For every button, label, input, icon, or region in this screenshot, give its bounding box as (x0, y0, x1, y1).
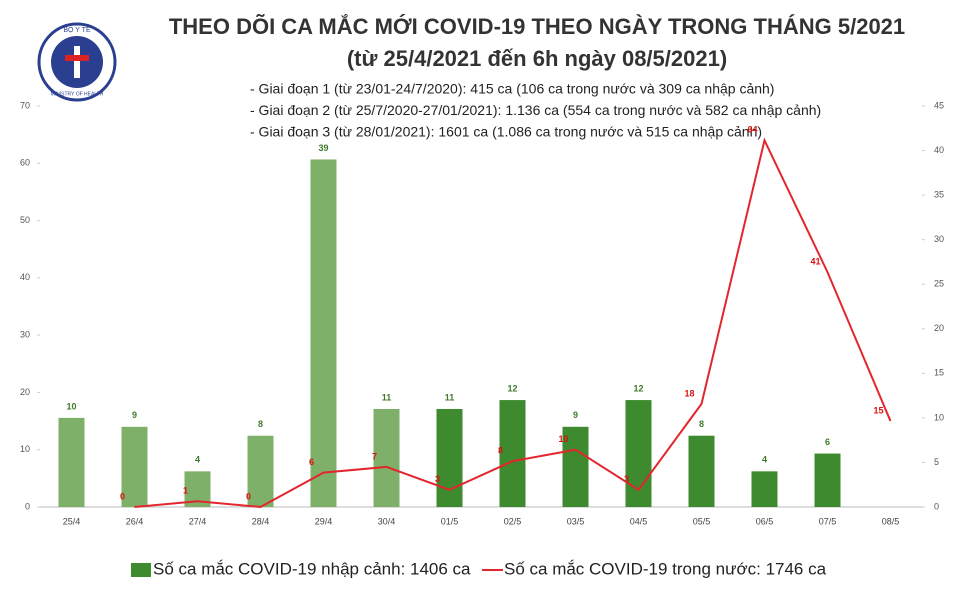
line-label: 18 (684, 388, 694, 398)
y-tick-label: 70 (20, 100, 30, 110)
legend-swatch (131, 563, 151, 577)
y-tick-label: 10 (20, 444, 30, 454)
y2-tick-label: 10 (934, 412, 944, 422)
y-tick-label: 0 (25, 501, 30, 511)
x-tick-label: 28/4 (252, 516, 270, 526)
x-tick-label: 30/4 (378, 516, 396, 526)
x-tick-label: 07/5 (819, 516, 837, 526)
x-tick-label: 02/5 (504, 516, 522, 526)
bar (499, 400, 526, 507)
y2-tick-label: 0 (934, 501, 939, 511)
chart-title: THEO DÕI CA MẮC MỚI COVID-19 THEO NGÀY T… (169, 14, 905, 39)
bar-label: 10 (66, 401, 76, 411)
bar-label: 6 (825, 437, 830, 447)
bar-label: 9 (132, 410, 137, 420)
bar (58, 417, 85, 507)
y-tick-label: 20 (20, 387, 30, 397)
bar-label: 11 (382, 392, 392, 402)
line-label: 10 (558, 434, 568, 444)
logo-cross (65, 55, 89, 61)
line-label: 0 (120, 491, 125, 501)
line-label: 6 (309, 457, 314, 467)
y-tick-label: 30 (20, 330, 30, 340)
bar (247, 435, 274, 507)
bar-label: 39 (318, 143, 328, 153)
line-label: 1 (183, 486, 188, 496)
logo-staff (74, 46, 80, 78)
bar (373, 408, 400, 507)
y-tick-label: 60 (20, 158, 30, 168)
x-tick-label: 25/4 (63, 516, 81, 526)
bar-label: 12 (507, 383, 517, 393)
line-label: 8 (498, 446, 503, 456)
y2-tick-label: 30 (934, 234, 944, 244)
y2-tick-label: 40 (934, 145, 944, 155)
bar-label: 8 (699, 419, 704, 429)
x-tick-label: 29/4 (315, 516, 333, 526)
bar-label: 8 (258, 419, 263, 429)
line-label: 3 (435, 474, 440, 484)
y2-tick-label: 5 (934, 457, 939, 467)
x-tick-label: 26/4 (126, 516, 144, 526)
line-label: 3 (624, 474, 629, 484)
bar-label: 11 (445, 392, 455, 402)
line-label: 15 (873, 405, 883, 415)
bar-label: 4 (762, 455, 767, 465)
annotation: - Giai đoạn 1 (từ 23/01-24/7/2020): 415 … (250, 81, 774, 97)
line-label: 7 (372, 451, 377, 461)
line-label: 41 (810, 257, 820, 267)
chart-subtitle: (từ 25/4/2021 đến 6h ngày 08/5/2021) (347, 46, 727, 71)
x-tick-label: 08/5 (882, 516, 900, 526)
logo-bottom: MINISTRY OF HEALTH (51, 91, 104, 97)
y2-tick-label: 25 (934, 279, 944, 289)
bar-label: 12 (633, 383, 643, 393)
y2-tick-label: 45 (934, 100, 944, 110)
x-tick-label: 03/5 (567, 516, 585, 526)
x-tick-label: 06/5 (756, 516, 774, 526)
bar (121, 426, 148, 507)
legend-label: Số ca mắc COVID-19 nhập cảnh: 1406 ca (153, 559, 471, 578)
bar (751, 471, 778, 507)
x-tick-label: 05/5 (693, 516, 711, 526)
bar (562, 426, 589, 507)
y2-tick-label: 35 (934, 189, 944, 199)
line (134, 137, 892, 509)
y2-tick-label: 20 (934, 323, 944, 333)
x-tick-label: 01/5 (441, 516, 459, 526)
bar-label: 9 (573, 410, 578, 420)
bar-label: 4 (195, 455, 200, 465)
annotation: - Giai đoạn 2 (từ 25/7/2020-27/01/2021):… (250, 102, 821, 118)
x-tick-label: 04/5 (630, 516, 648, 526)
bar (436, 408, 463, 507)
legend-label: Số ca mắc COVID-19 trong nước: 1746 ca (504, 559, 827, 578)
annotation: - Giai đoạn 3 (từ 28/01/2021): 1601 ca (… (250, 124, 762, 140)
logo-top: BỘ Y TẾ (63, 24, 91, 34)
line-label: 64 (747, 125, 757, 135)
x-tick-label: 27/4 (189, 516, 207, 526)
y-tick-label: 40 (20, 272, 30, 282)
bar (814, 453, 841, 507)
y-tick-label: 50 (20, 215, 30, 225)
line-label: 0 (246, 491, 251, 501)
bar (310, 159, 337, 507)
y2-tick-label: 15 (934, 368, 944, 378)
bar (688, 435, 715, 507)
